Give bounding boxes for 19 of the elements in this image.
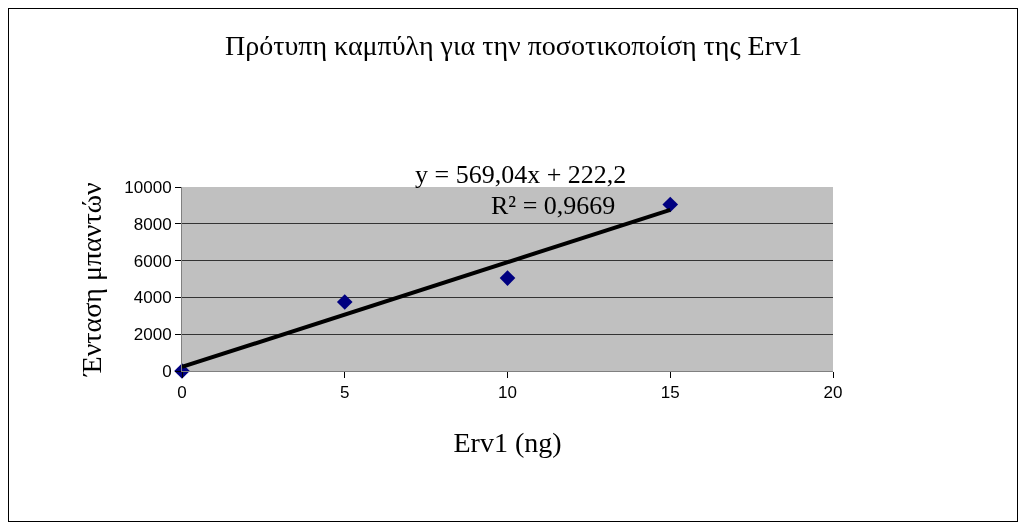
- x-tick-label: 0: [177, 383, 187, 403]
- y-tick-label: 2000: [133, 325, 172, 345]
- point: [499, 270, 516, 286]
- y-tick-label: 8000: [133, 214, 172, 234]
- annotation: R² = 0,9669: [491, 191, 616, 220]
- annotation: y = 569,04x + 222,2: [415, 160, 627, 189]
- x-tick-label: 20: [823, 383, 843, 403]
- y-tick-label: 4000: [133, 288, 172, 308]
- y-tick-label: 6000: [133, 251, 172, 271]
- x-tick-label: 15: [660, 383, 680, 403]
- y-axis-title: Ένταση μπαντών: [76, 182, 108, 377]
- x-tick-label: 10: [498, 383, 517, 403]
- x-tick-label: 5: [340, 383, 350, 403]
- point: [662, 196, 679, 213]
- y-tick-label: 0: [162, 361, 172, 381]
- point: [336, 294, 353, 310]
- x-axis-title: Erv1 (ng): [453, 426, 562, 458]
- chart-title: Πρότυπη καμπύλη για την ποσοτικοποίση της Erv1: [224, 29, 803, 61]
- y-tick-label: 10000: [124, 177, 172, 197]
